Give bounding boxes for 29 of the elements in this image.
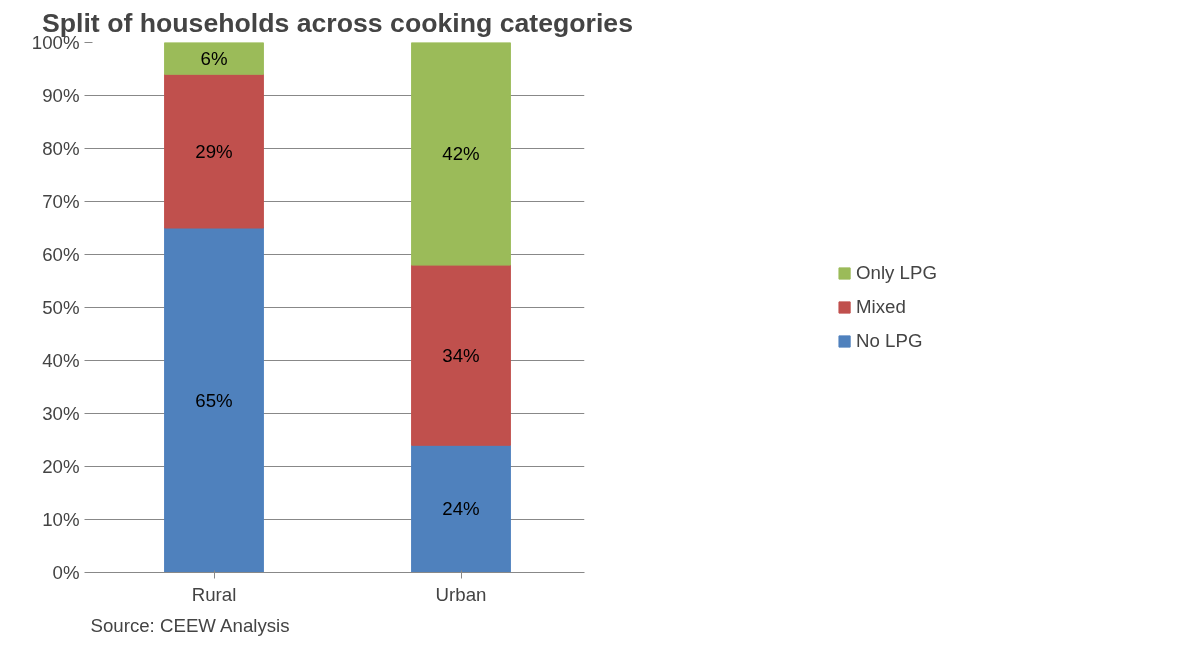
y-tick-label: 30% [42,403,80,424]
bar [411,264,511,446]
data-label: 34% [442,344,480,366]
bar [164,73,264,229]
data-label: 6% [200,47,228,69]
y-tick-label: 90% [42,85,80,106]
bar [411,42,511,266]
bar [164,42,264,75]
y-tick-label: 70% [42,191,80,212]
data-label: 65% [195,389,233,411]
x-tick-label: Urban [435,583,487,605]
y-tick-label: 40% [42,350,80,371]
source-note: Source: CEEW Analysis [90,614,290,636]
y-tick-label: 10% [42,509,80,530]
y-tick-label: 0% [52,562,80,583]
data-label: 24% [442,498,480,520]
y-tick-label: 50% [42,297,80,318]
data-label: 29% [195,140,233,162]
legend-label: Only LPG [856,262,937,284]
data-label: 42% [442,143,480,165]
bar [164,227,264,573]
y-tick-label: 80% [42,138,80,159]
y-tick-label: 60% [42,244,80,265]
chart-title: Split of households across cooking categories [42,7,634,38]
legend-label: No LPG [856,330,923,352]
legend-label: Mixed [856,296,906,318]
x-tick-label: Rural [191,583,237,605]
bar [411,444,511,573]
y-tick-label: 20% [42,456,80,477]
